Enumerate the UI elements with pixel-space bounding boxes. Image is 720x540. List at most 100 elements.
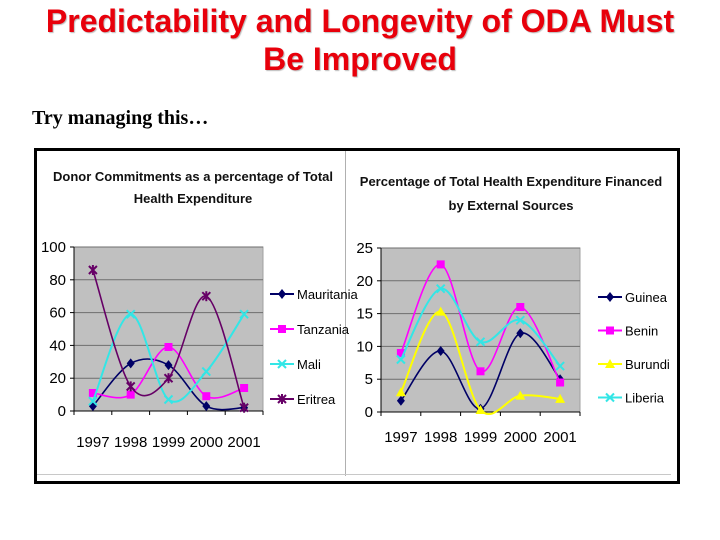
y-tick-label: 20: [49, 370, 66, 387]
data-point: [125, 309, 136, 319]
data-point: [163, 394, 174, 405]
legend-label: Tanzania: [297, 322, 350, 337]
legend-label: Mali: [297, 357, 321, 372]
data-point: [515, 390, 526, 400]
data-point: [435, 283, 446, 294]
legend-marker: [605, 392, 615, 403]
legend-marker: [278, 325, 286, 333]
data-point: [201, 291, 212, 302]
y-tick-label: 0: [365, 404, 373, 421]
series-eritrea: [88, 265, 249, 413]
x-tick-label: 1998: [114, 434, 147, 451]
legend-label: Mauritania: [297, 287, 358, 302]
legend-marker: [605, 359, 615, 368]
data-point: [395, 387, 406, 397]
data-point-stroke: [201, 366, 212, 377]
y-tick-label: 0: [58, 403, 66, 420]
legend-item-mauritania: Mauritania: [270, 287, 358, 302]
data-point: [475, 337, 486, 347]
y-tick-label: 100: [41, 239, 66, 256]
x-tick-label: 2001: [543, 429, 576, 446]
data-point: [515, 315, 526, 325]
data-point-stroke: [239, 309, 249, 319]
data-point: [239, 402, 249, 413]
chart-title-line-2: Health Expenditure: [134, 191, 252, 206]
legend-item-mali: Mali: [270, 357, 321, 372]
data-point-stroke: [396, 354, 406, 365]
x-tick-label: 2000: [504, 429, 537, 446]
data-point: [202, 392, 211, 401]
data-point: [88, 389, 97, 397]
chart-title-line-2: by External Sources: [449, 198, 574, 213]
legend-item-guinea: Guinea: [598, 290, 668, 305]
legend-marker: [606, 292, 614, 302]
legend-marker: [606, 326, 614, 335]
data-point: [436, 346, 445, 356]
data-point: [126, 390, 135, 399]
series-mali: [88, 309, 249, 406]
data-point: [516, 303, 525, 311]
data-point: [436, 260, 445, 269]
data-point: [555, 361, 565, 371]
chart-title-line-1: Donor Commitments as a percentage of Tot…: [53, 169, 333, 184]
data-point: [396, 354, 406, 365]
legend-label: Burundi: [625, 357, 670, 372]
x-tick-label: 1999: [464, 429, 497, 446]
data-point: [555, 393, 566, 403]
legend-marker: [277, 359, 287, 369]
data-point-stroke: [163, 394, 174, 405]
y-tick-label: 20: [356, 273, 373, 290]
x-tick-label: 1997: [384, 429, 417, 446]
x-tick-label: 1998: [424, 429, 457, 446]
data-point: [88, 396, 98, 406]
legend-item-liberia: Liberia: [598, 391, 665, 406]
y-tick-label: 80: [49, 272, 66, 289]
data-point: [556, 378, 565, 387]
series-liberia: [396, 283, 565, 371]
chart-title-line-1: Percentage of Total Health Expenditure F…: [360, 174, 662, 189]
legend-label: Liberia: [625, 391, 665, 406]
slide-title-line-2: Be Improved: [263, 41, 457, 77]
legend-marker: [277, 394, 287, 404]
data-point-stroke: [88, 396, 98, 406]
x-tick-label: 2001: [227, 434, 260, 451]
x-tick-label: 2000: [190, 434, 223, 451]
data-point: [163, 373, 174, 384]
legend-item-burundi: Burundi: [598, 357, 670, 372]
chart-2: Percentage of Total Health Expenditure F…: [356, 174, 670, 446]
data-point-stroke: [125, 309, 136, 319]
data-point: [396, 395, 405, 406]
data-point: [201, 366, 212, 377]
y-tick-label: 15: [356, 306, 373, 323]
legend-label: Guinea: [625, 290, 668, 305]
data-point-stroke: [475, 337, 486, 347]
y-tick-label: 10: [356, 338, 373, 355]
slide-title: Predictability and Longevity of ODA Must…: [0, 2, 720, 78]
y-tick-label: 60: [49, 305, 66, 322]
data-point: [516, 328, 525, 339]
data-point-stroke: [515, 315, 526, 325]
legend-marker: [278, 289, 286, 299]
series-line: [91, 313, 245, 403]
data-point: [164, 360, 173, 371]
data-point-stroke: [555, 361, 565, 371]
x-tick-label: 1999: [152, 434, 185, 451]
series-line: [399, 310, 561, 415]
legend-item-benin: Benin: [598, 324, 658, 339]
data-point: [126, 358, 135, 369]
legend-marker-stroke: [605, 392, 615, 403]
series-burundi: [395, 306, 566, 415]
data-point: [476, 367, 485, 376]
legend-item-tanzania: Tanzania: [270, 322, 350, 337]
y-tick-label: 5: [365, 371, 373, 388]
data-point: [240, 384, 249, 392]
x-tick-label: 1997: [76, 434, 109, 451]
series-benin: [396, 260, 565, 387]
data-point: [202, 401, 211, 412]
plot-area: [73, 246, 264, 412]
y-tick-label: 40: [49, 337, 66, 354]
charts-bottom-line: [37, 474, 671, 475]
legend-marker-stroke: [277, 359, 287, 369]
chart-1: Donor Commitments as a percentage of Tot…: [41, 169, 358, 451]
